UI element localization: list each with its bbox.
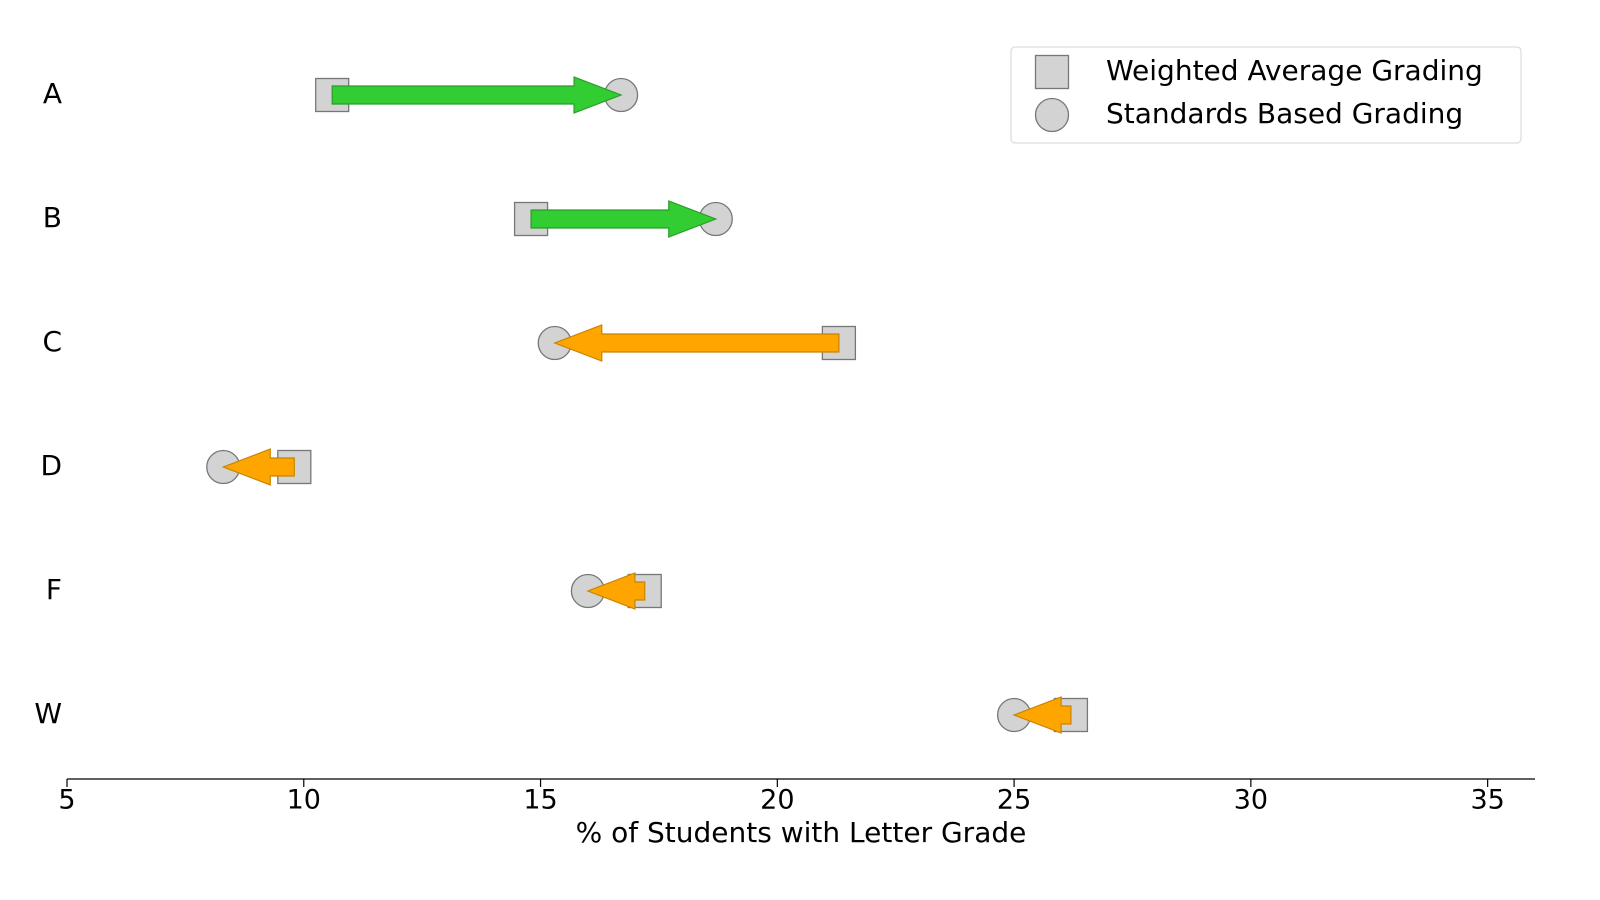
x-axis-label: % of Students with Letter Grade xyxy=(576,816,1027,849)
x-tick-label: 35 xyxy=(1470,785,1504,816)
change-arrow xyxy=(1012,696,1072,734)
legend-box xyxy=(1010,46,1522,144)
change-arrow xyxy=(530,200,718,238)
y-tick-label: W xyxy=(34,697,62,730)
change-arrow xyxy=(221,448,295,486)
y-tick-label: F xyxy=(46,573,62,606)
y-tick-label: A xyxy=(43,77,62,110)
change-arrow xyxy=(553,324,840,362)
change-arrow xyxy=(331,76,623,114)
x-tick-label: 20 xyxy=(760,785,794,816)
y-tick-label: C xyxy=(42,325,62,358)
x-tick-label: 30 xyxy=(1234,785,1268,816)
change-arrow xyxy=(586,572,646,610)
x-tick-label: 5 xyxy=(58,785,75,816)
x-tick-label: 15 xyxy=(523,785,557,816)
legend-marker xyxy=(1034,97,1070,133)
y-tick-label: B xyxy=(43,201,62,234)
legend-label: Weighted Average Grading xyxy=(1106,54,1483,87)
x-tick-label: 25 xyxy=(997,785,1031,816)
legend-marker xyxy=(1034,54,1070,90)
legend-label: Standards Based Grading xyxy=(1106,97,1463,130)
x-tick-label: 10 xyxy=(287,785,321,816)
y-tick-label: D xyxy=(40,449,62,482)
